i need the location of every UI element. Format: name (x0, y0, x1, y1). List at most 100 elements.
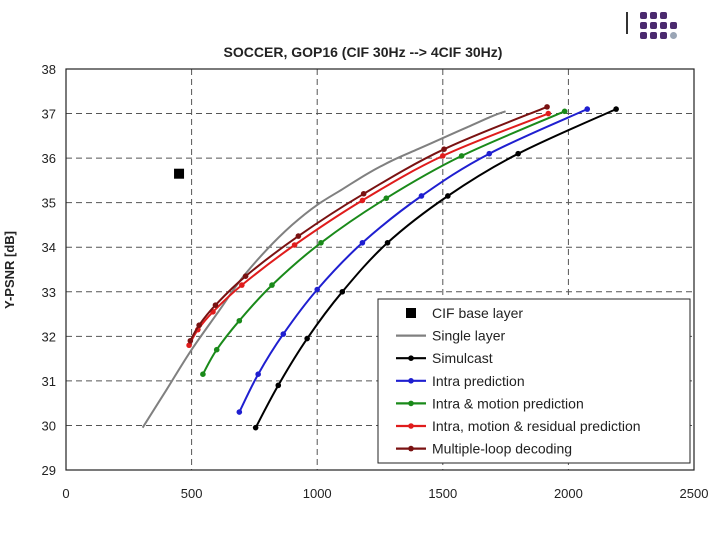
data-point (255, 371, 261, 378)
logo-dot (640, 32, 647, 39)
data-point (236, 317, 243, 324)
data-point (544, 104, 550, 110)
legend-item: CIF base layer (406, 305, 523, 321)
series-intra-motion-prediction (200, 108, 568, 378)
data-point (291, 242, 298, 248)
y-tick-label: 29 (42, 463, 56, 478)
data-point (339, 288, 346, 295)
legend-marker (408, 400, 414, 407)
data-point (318, 239, 324, 246)
legend-box (377, 298, 691, 464)
data-point (196, 322, 202, 328)
legend-label: Intra prediction (432, 373, 525, 389)
series-layer (141, 104, 619, 431)
legend-label: Intra & motion prediction (432, 395, 584, 411)
data-point (242, 273, 249, 279)
axes: 29 30 31 32 33 34 35 36 37 38 0 500 1000 1500 2000 2500 (42, 62, 709, 501)
data-point (445, 193, 451, 199)
legend-item: Intra & motion prediction (396, 395, 584, 411)
series-multiple-loop-decoding (187, 104, 550, 344)
chart-title: SOCCER, GOP16 (CIF 30Hz --> 4CIF 30Hz) (224, 44, 503, 60)
data-point (613, 106, 619, 112)
legend-item: Intra, motion & residual prediction (396, 418, 641, 434)
logo-dot (640, 22, 647, 29)
logo-dot (650, 12, 657, 19)
legend-label: Multiple-loop decoding (432, 441, 572, 457)
y-tick-label: 35 (42, 196, 56, 211)
logo-divider (626, 12, 628, 34)
logo-dot (660, 32, 667, 39)
logo-dot (660, 12, 667, 19)
y-tick-label: 38 (42, 62, 56, 77)
legend-label: CIF base layer (432, 305, 523, 321)
legend-item: Single layer (396, 328, 505, 344)
legend-item: Intra prediction (396, 373, 525, 389)
legend-marker (408, 423, 414, 429)
logo-dot (670, 32, 677, 39)
data-point (384, 239, 391, 246)
data-point (213, 346, 220, 353)
data-point (486, 150, 493, 157)
data-point (515, 150, 521, 157)
data-point (359, 197, 366, 204)
data-point (383, 195, 390, 202)
y-tick-label: 30 (42, 418, 56, 433)
data-point (545, 110, 552, 117)
y-tick-label: 33 (42, 285, 56, 300)
x-tick-label: 0 (62, 486, 69, 501)
data-point (314, 286, 321, 293)
data-point (295, 233, 302, 239)
legend-swatch (406, 308, 416, 318)
y-tick-label: 34 (42, 240, 56, 255)
x-tick-label: 2500 (680, 486, 709, 501)
logo-dot (660, 22, 667, 29)
data-point (440, 153, 446, 159)
data-point (584, 106, 591, 112)
y-axis-label: Y-PSNR [dB] (2, 231, 17, 309)
data-point (280, 331, 287, 337)
data-point-square (174, 168, 185, 179)
data-point (187, 337, 194, 344)
x-tick-label: 500 (181, 486, 203, 501)
axis-frame (65, 68, 695, 471)
logo-dot (670, 22, 677, 29)
y-tick-label: 32 (42, 329, 56, 344)
data-point (561, 108, 568, 115)
series-cif-base-layer (174, 168, 185, 179)
data-point (252, 424, 259, 431)
legend: CIF base layer Single layer Simulcast Intra… (377, 298, 691, 464)
data-point (212, 302, 219, 308)
legend-label: Single layer (432, 328, 505, 344)
legend-marker (408, 355, 414, 362)
y-tick-label: 37 (42, 107, 56, 122)
data-point (269, 282, 275, 288)
legend-label: Intra, motion & residual prediction (432, 418, 641, 434)
y-tick-label: 36 (42, 151, 56, 166)
data-point (360, 190, 367, 197)
series-line (141, 110, 506, 429)
legend-marker (408, 445, 414, 452)
legend-item: Multiple-loop decoding (396, 441, 572, 457)
logo (626, 10, 696, 40)
data-point (458, 153, 465, 159)
series-intra-prediction (236, 106, 591, 415)
y-tick-label: 31 (42, 374, 56, 389)
legend-marker (408, 378, 414, 384)
data-point (359, 239, 366, 246)
series-simulcast (252, 106, 619, 431)
logo-dot (650, 22, 657, 29)
x-tick-label: 2000 (554, 486, 583, 501)
x-tick-label: 1500 (428, 486, 457, 501)
legend-label: Simulcast (432, 350, 493, 366)
data-point (275, 382, 282, 389)
data-point (239, 282, 245, 288)
data-point (186, 342, 192, 349)
logo-dot (640, 12, 647, 19)
data-point (441, 146, 447, 152)
data-point (418, 193, 425, 199)
data-point (304, 335, 310, 342)
logo-dot (650, 32, 657, 39)
x-tick-label: 1000 (303, 486, 332, 501)
series-single-layer (141, 110, 506, 429)
